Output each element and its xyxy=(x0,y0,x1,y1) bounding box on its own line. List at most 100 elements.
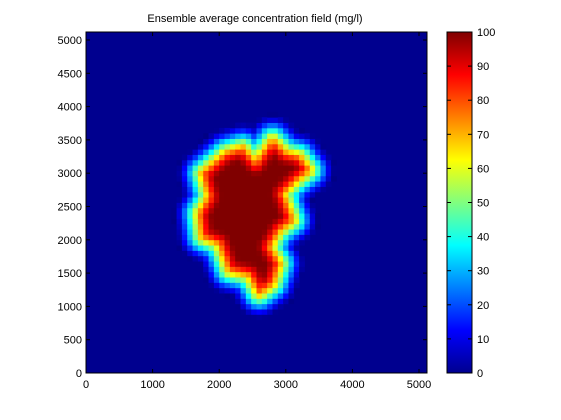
heatmap-cell xyxy=(213,255,220,262)
heatmap-cell xyxy=(187,234,193,241)
heatmap-cell xyxy=(219,255,225,262)
heatmap-cell xyxy=(277,277,284,283)
heatmap-cell xyxy=(272,309,279,315)
heatmap-cell xyxy=(261,223,268,230)
plot-area: 0 1000 2000 3000 4000 5000 0 500 1000 1500 2000 25… xyxy=(58,31,431,391)
heatmap-cell xyxy=(261,277,268,283)
heatmap-cell xyxy=(229,127,236,134)
heatmap-cell xyxy=(304,165,311,171)
heatmap-cell xyxy=(219,159,225,166)
heatmap-cell xyxy=(299,234,305,241)
heatmap-cell xyxy=(261,207,268,214)
heatmap-cell xyxy=(240,223,247,230)
heatmap-cell xyxy=(277,261,284,267)
heatmap-cell xyxy=(293,261,300,267)
y-tick-label: 1000 xyxy=(58,301,82,313)
heatmap-cell xyxy=(229,202,236,209)
heatmap-cell xyxy=(299,127,305,134)
heatmap-cell xyxy=(224,181,231,187)
heatmap-cell xyxy=(208,138,215,145)
heatmap-cell xyxy=(272,255,279,262)
x-tick-label: 5000 xyxy=(407,379,431,391)
heatmap-cell xyxy=(181,154,188,161)
heatmap-cell xyxy=(288,293,295,299)
heatmap-cell xyxy=(256,223,263,230)
heatmap-cell xyxy=(245,255,252,262)
heatmap-cell xyxy=(256,170,263,177)
heatmap-cell xyxy=(235,261,241,267)
heatmap-cell xyxy=(288,159,295,166)
heatmap-cell xyxy=(187,250,193,257)
heatmap-cell xyxy=(240,303,247,310)
heatmap-cell xyxy=(261,213,268,219)
heatmap-cell xyxy=(272,175,279,182)
heatmap-cell xyxy=(283,165,289,171)
heatmap-cell xyxy=(288,250,295,257)
heatmap-cell xyxy=(315,218,321,225)
heatmap-cell xyxy=(208,154,215,161)
heatmap-cell xyxy=(283,127,289,134)
heatmap-cell xyxy=(283,234,289,241)
heatmap-cell xyxy=(208,191,215,198)
heatmap-cell xyxy=(309,133,316,139)
heatmap-cell xyxy=(283,197,289,203)
heatmap-cell xyxy=(304,159,311,166)
heatmap-cell xyxy=(240,175,247,182)
heatmap-cell xyxy=(288,277,295,283)
heatmap-cell xyxy=(299,271,305,278)
heatmap-cell xyxy=(261,138,268,145)
heatmap-cell xyxy=(304,133,311,139)
heatmap-cell xyxy=(203,181,209,187)
heatmap-cell xyxy=(235,138,241,145)
heatmap-cell xyxy=(261,282,268,289)
heatmap-cell xyxy=(213,250,220,257)
heatmap-cell xyxy=(283,149,289,155)
heatmap-cell xyxy=(256,117,263,123)
heatmap-cell xyxy=(267,213,273,219)
heatmap-cell xyxy=(283,277,289,283)
heatmap-cell xyxy=(213,138,220,145)
heatmap-cell xyxy=(219,165,225,171)
heatmap-cell xyxy=(320,186,327,193)
heatmap-cell xyxy=(213,127,220,134)
heatmap-cell xyxy=(219,239,225,246)
heatmap-cell xyxy=(272,111,279,118)
heatmap-cell xyxy=(325,170,332,177)
heatmap-cell xyxy=(197,202,204,209)
heatmap-cell xyxy=(235,239,241,246)
heatmap-cell xyxy=(219,234,225,241)
heatmap-cell xyxy=(288,186,295,193)
heatmap-cell xyxy=(224,207,231,214)
heatmap-cell xyxy=(208,170,215,177)
heatmap-cell xyxy=(283,122,289,129)
heatmap-cell xyxy=(181,207,188,214)
heatmap-cell xyxy=(256,175,263,182)
heatmap-cell xyxy=(224,223,231,230)
heatmap-cell xyxy=(235,250,241,257)
heatmap-cell xyxy=(176,170,183,177)
heatmap-cell xyxy=(309,170,316,177)
heatmap-cell xyxy=(240,218,247,225)
heatmap-cell xyxy=(288,154,295,161)
heatmap-cell xyxy=(304,191,311,198)
heatmap-cell xyxy=(277,186,284,193)
heatmap-cell xyxy=(235,287,241,294)
heatmap-cell xyxy=(315,143,321,150)
heatmap-cell xyxy=(197,175,204,182)
heatmap-cell xyxy=(213,223,220,230)
heatmap-cell xyxy=(267,143,273,150)
heatmap-cell xyxy=(229,170,236,177)
heatmap-cell xyxy=(283,202,289,209)
heatmap-cell xyxy=(272,159,279,166)
heatmap-cell xyxy=(283,186,289,193)
heatmap-cell xyxy=(208,175,215,182)
heatmap-cell xyxy=(320,143,327,150)
heatmap-cell xyxy=(331,175,337,182)
heatmap-cell xyxy=(251,122,257,129)
heatmap-cell xyxy=(224,165,231,171)
heatmap-cell xyxy=(197,154,204,161)
heatmap-cell xyxy=(245,229,252,235)
heatmap-cell xyxy=(283,282,289,289)
heatmap-cell xyxy=(240,234,247,241)
heatmap-cell xyxy=(277,298,284,305)
